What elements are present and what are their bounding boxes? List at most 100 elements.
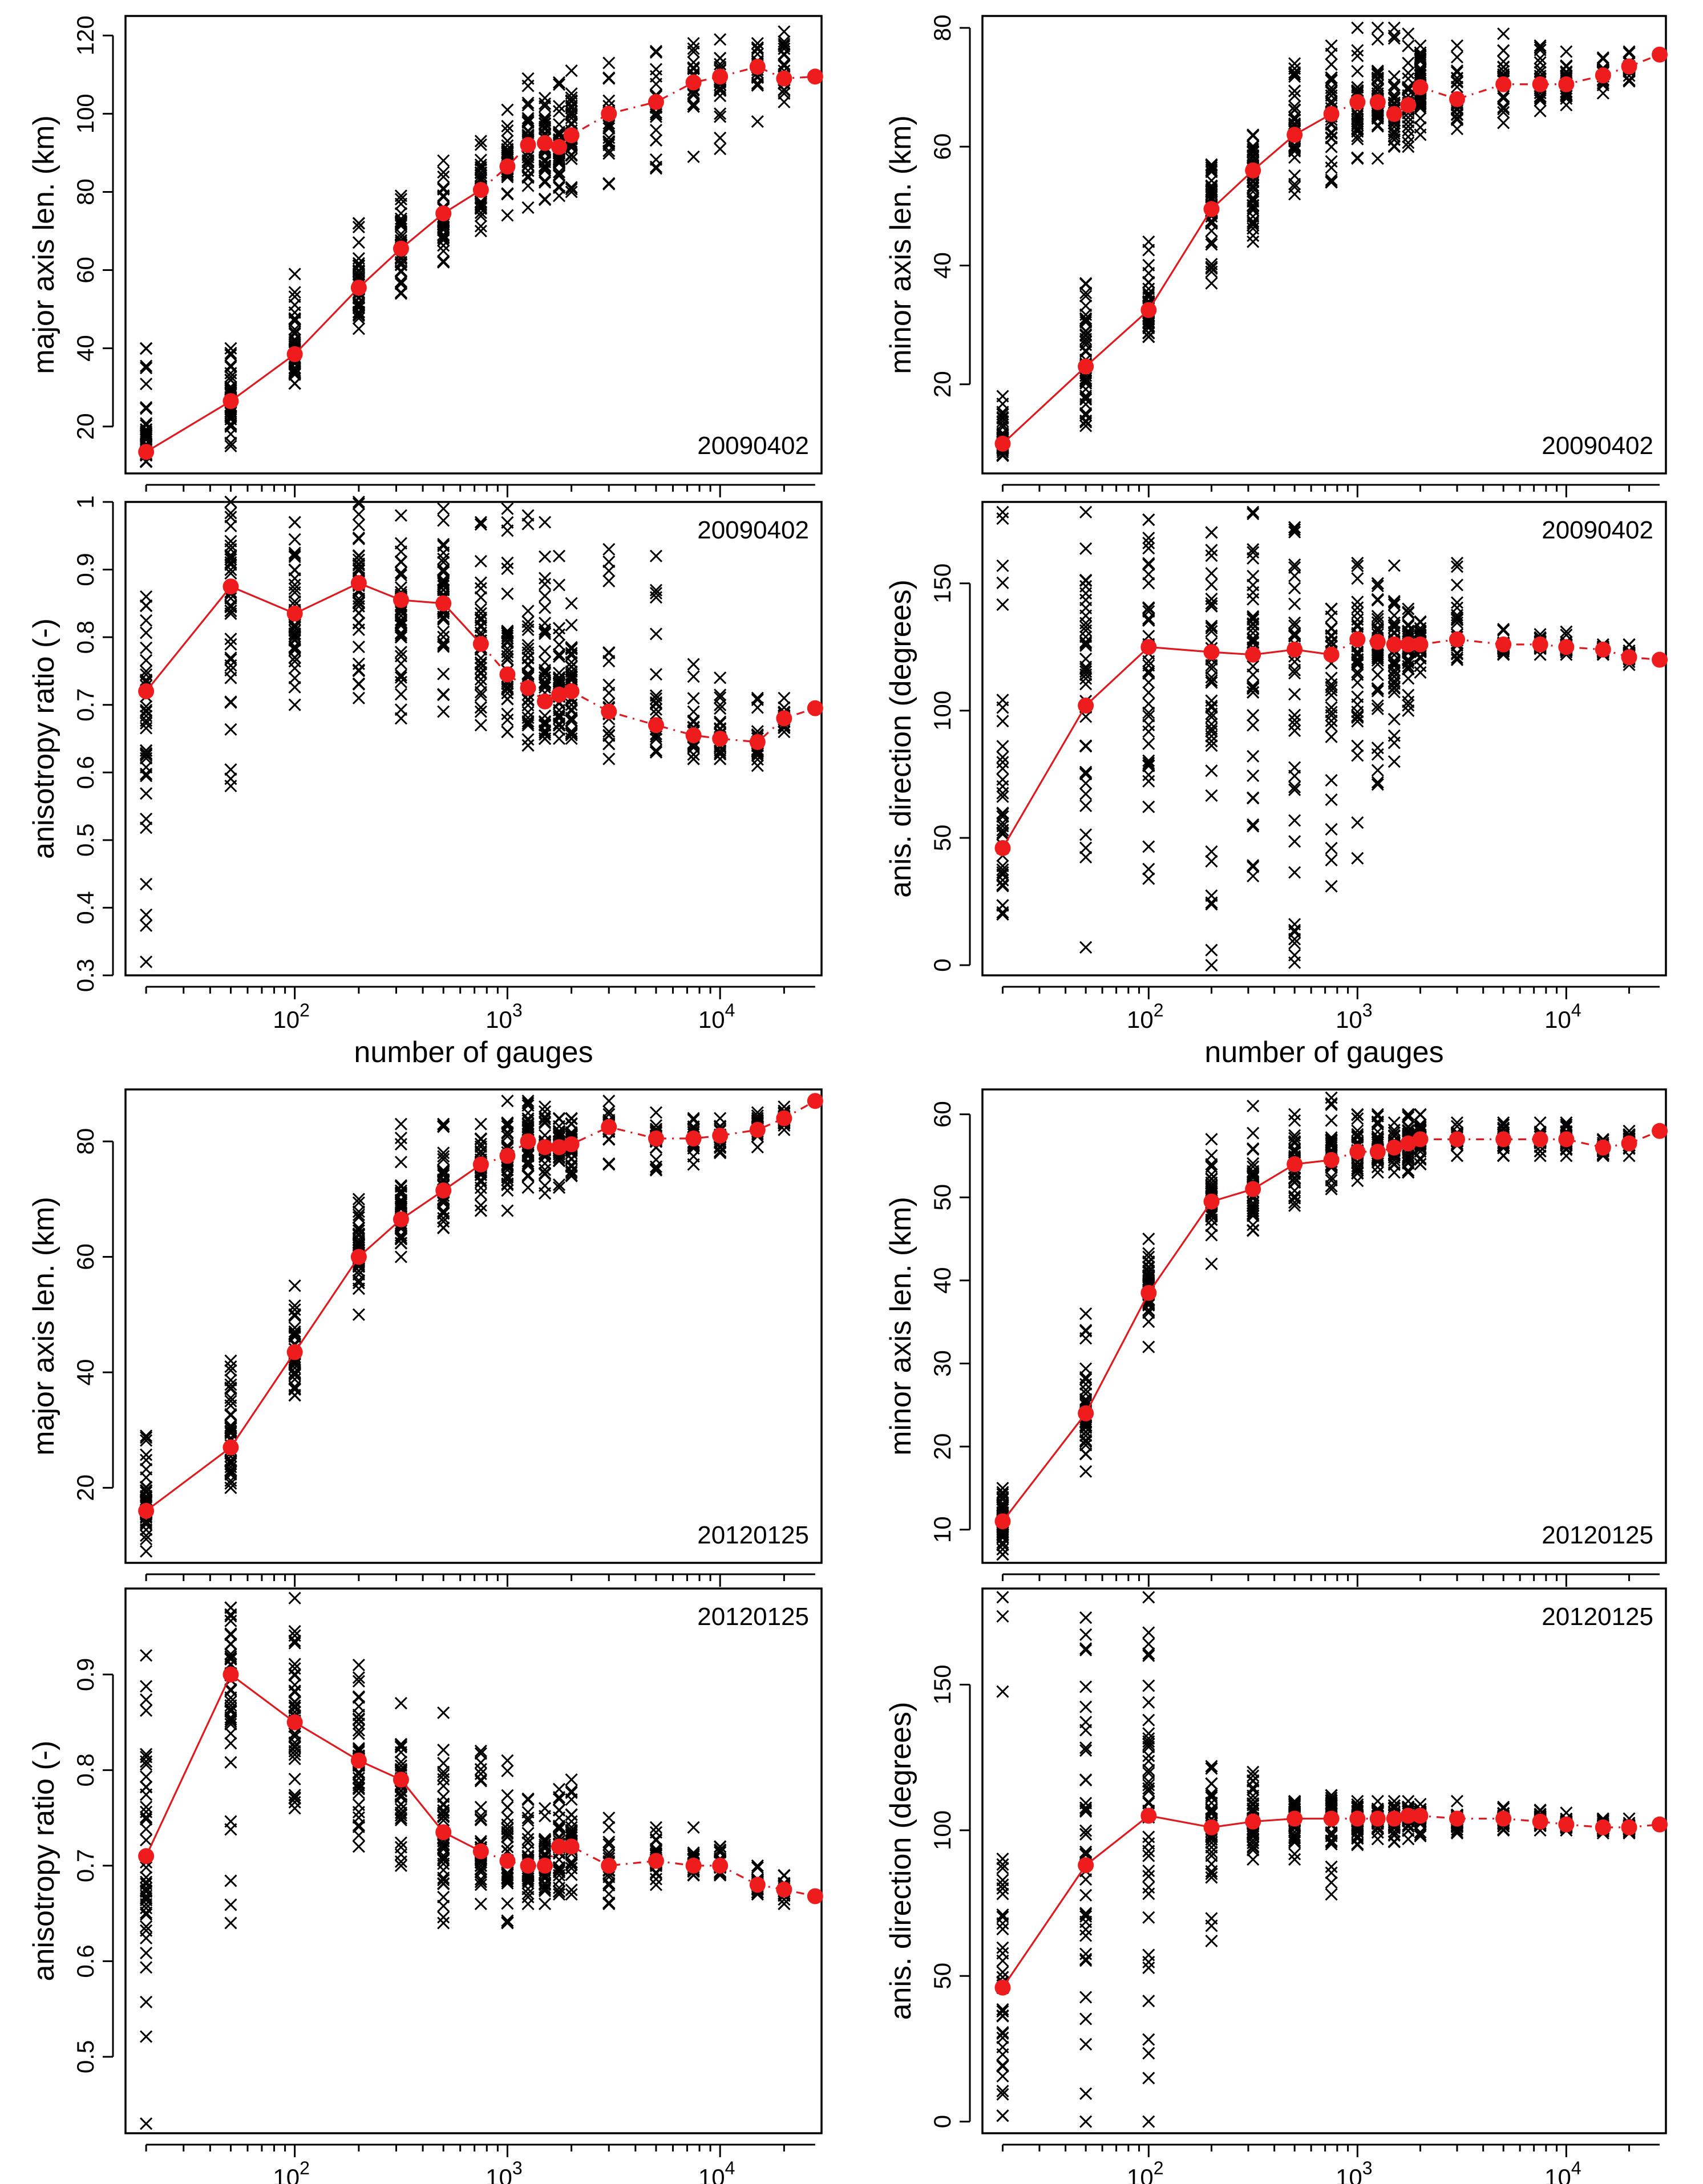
scatter-point [474,138,487,151]
scatter-point [437,1120,450,1133]
scatter-point [1079,777,1093,790]
scatter-point [714,746,727,759]
scatter-point [538,656,552,669]
scatter-point [501,687,514,700]
scatter-point [602,144,616,157]
scatter-point [521,715,535,728]
median-point [520,137,536,153]
scatter-point [1247,1127,1260,1140]
scatter-point [1371,741,1384,755]
scatter-point [714,107,727,120]
median-point [435,1182,452,1199]
scatter-point [1205,1219,1218,1232]
scatter-point [538,671,552,684]
scatter-point [521,201,535,214]
scatter-point [521,658,535,671]
scatter-point [501,124,514,137]
scatter-point [288,680,301,694]
scatter-point [1142,320,1155,333]
scatter-point [1371,580,1384,593]
median-point [435,595,452,611]
scatter-point [437,1804,450,1817]
scatter-point [352,558,365,572]
median-point [138,1848,155,1865]
scatter-point [394,646,407,659]
scatter-point [565,149,578,162]
scatter-point [288,564,301,577]
scatter-point [778,691,791,704]
scatter-point [565,185,578,198]
scatter-point [714,688,727,702]
scatter-point [1079,765,1093,779]
scatter-point [1079,580,1093,593]
y-axis-title: anisotropy ratio (-) [27,1741,60,1982]
scatter-point [1371,1166,1384,1179]
scatter-point [1079,1947,1093,1960]
scatter-point [501,692,514,706]
scatter-point [224,1916,237,1930]
scatter-point [474,1756,487,1769]
scatter-point [1288,84,1301,98]
scatter-point [996,1910,1009,1923]
scatter-point [224,534,237,548]
scatter-point [1351,601,1364,614]
scatter-point [1414,92,1427,106]
median-point [685,74,702,91]
scatter-point [224,359,237,372]
scatter-point [602,1812,616,1825]
scatter-point [140,401,153,414]
scatter-point [714,33,727,46]
scatter-point [1079,314,1093,327]
scatter-point [1079,338,1093,351]
scatter-point [565,711,578,724]
scatter-point [288,621,301,634]
scatter-point [1142,2072,1155,2085]
scatter-point [649,133,663,147]
scatter-point [394,581,407,594]
x-tick-label: 104 [698,2158,735,2184]
scatter-point [394,555,407,568]
scatter-point [1205,238,1218,251]
scatter-point [1079,941,1093,954]
scatter-point [538,192,552,205]
median-point [1078,358,1094,375]
scatter-point [521,642,535,655]
scatter-point [437,1706,450,1719]
scatter-point [565,1785,578,1798]
median-point [1349,1144,1366,1160]
scatter-point [474,661,487,674]
median-point [1449,1131,1465,1148]
scatter-point [649,668,663,681]
median-point [1652,46,1668,63]
scatter-point [565,673,578,686]
scatter-point [1205,277,1218,290]
y-tick-label: 100 [72,94,99,133]
scatter-point [1402,688,1415,702]
x-tick-label: 104 [698,1000,735,1033]
scatter-point [437,625,450,638]
x-tick-label: 104 [1544,1000,1581,1033]
scatter-point [714,131,727,144]
scatter-point [1371,107,1384,120]
scatter-point [1288,629,1301,643]
scatter-point [538,715,552,728]
median-point [1558,76,1575,92]
scatter-point [602,177,616,190]
scatter-point [437,1790,450,1804]
scatter-point [288,640,301,653]
scatter-point [1450,108,1464,121]
scatter-point [1497,106,1510,119]
y-tick-label: 80 [72,179,99,205]
scatter-point [552,732,566,745]
median-point [776,70,792,87]
scatter-point [352,322,365,335]
scatter-point [649,707,663,720]
scatter-point [140,1995,153,2008]
scatter-point [649,1162,663,1176]
y-tick-label: 0.8 [72,1753,99,1786]
scatter-point [1560,45,1573,58]
scatter-point [1142,1679,1155,1692]
scatter-point [224,1627,237,1640]
scatter-point [521,668,535,681]
scatter-point [1371,776,1384,789]
